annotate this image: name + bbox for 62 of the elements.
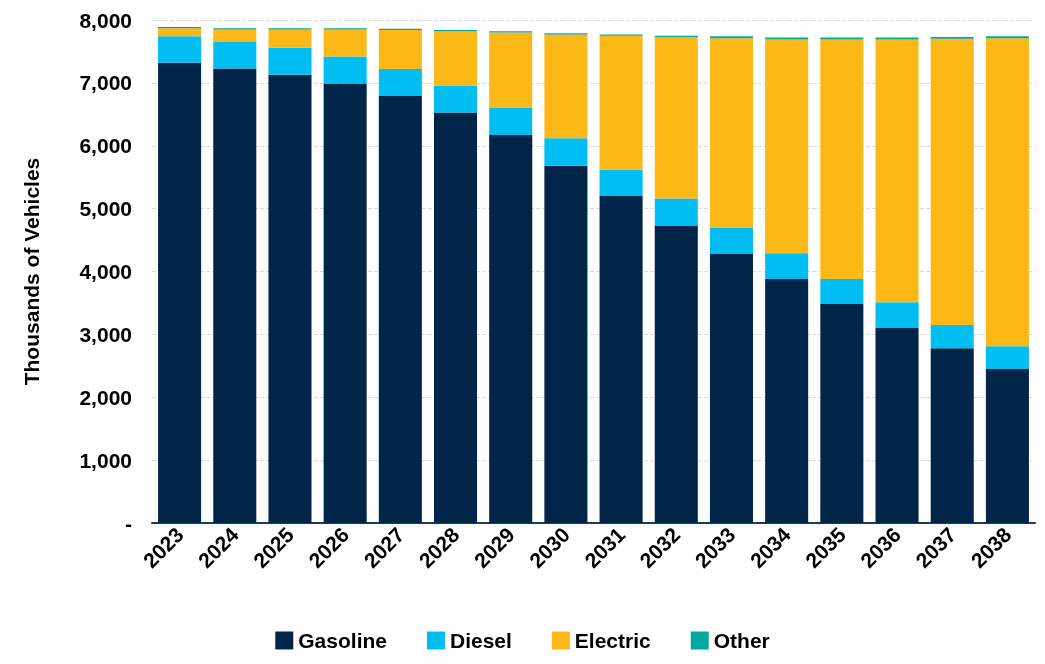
bar xyxy=(930,348,974,523)
bar xyxy=(213,29,257,43)
bar xyxy=(599,169,643,197)
bar xyxy=(489,32,533,108)
bar xyxy=(765,279,809,523)
y-tick-label: 7,000 xyxy=(79,71,132,95)
legend-label: Electric xyxy=(574,629,652,652)
bar xyxy=(213,42,257,69)
y-axis-title: Thousands of Vehicles xyxy=(20,157,43,386)
bar xyxy=(654,198,698,226)
bar xyxy=(378,30,422,70)
bar xyxy=(268,29,312,48)
bar xyxy=(544,138,588,166)
y-tick-label: 3,000 xyxy=(79,322,132,346)
bar xyxy=(489,107,533,136)
bar xyxy=(820,39,864,280)
bar xyxy=(930,38,974,325)
bar xyxy=(544,34,588,139)
bar xyxy=(875,302,919,328)
bar xyxy=(323,29,367,57)
y-tick-label: 1,000 xyxy=(79,448,132,472)
bar xyxy=(489,135,533,523)
y-tick-label: 5,000 xyxy=(79,197,132,221)
legend-label: Gasoline xyxy=(298,629,387,652)
y-tick-label: 2,000 xyxy=(79,385,132,409)
bar xyxy=(709,38,753,228)
bar xyxy=(434,85,478,113)
bar xyxy=(599,35,643,170)
y-tick-label: 8,000 xyxy=(79,8,132,32)
bar xyxy=(820,279,864,304)
bar xyxy=(323,83,367,523)
bar xyxy=(820,303,864,523)
bar xyxy=(158,28,202,37)
legend-label: Other xyxy=(713,629,770,652)
legend-label: Diesel xyxy=(449,629,512,652)
bar xyxy=(654,225,698,523)
y-tick-label: 4,000 xyxy=(79,260,132,283)
bar xyxy=(654,36,698,199)
bar xyxy=(434,31,478,86)
bar xyxy=(378,69,422,96)
bar xyxy=(599,196,643,523)
bar xyxy=(985,346,1029,369)
bar xyxy=(930,324,974,349)
bar xyxy=(544,165,588,523)
bar xyxy=(985,38,1029,347)
bar xyxy=(709,253,753,523)
y-tick-label: 6,000 xyxy=(79,134,132,158)
bar xyxy=(158,36,202,63)
bar xyxy=(323,56,367,84)
bar xyxy=(709,227,753,254)
bar xyxy=(434,112,478,523)
bar xyxy=(268,74,312,523)
bar xyxy=(158,62,202,523)
bar xyxy=(765,39,809,254)
bar xyxy=(378,95,422,523)
bar xyxy=(875,39,919,303)
bar xyxy=(875,327,919,523)
bar xyxy=(213,68,257,523)
bar xyxy=(268,47,312,75)
bar xyxy=(985,368,1029,523)
bar xyxy=(765,253,809,280)
y-tick-label: - xyxy=(125,511,132,535)
